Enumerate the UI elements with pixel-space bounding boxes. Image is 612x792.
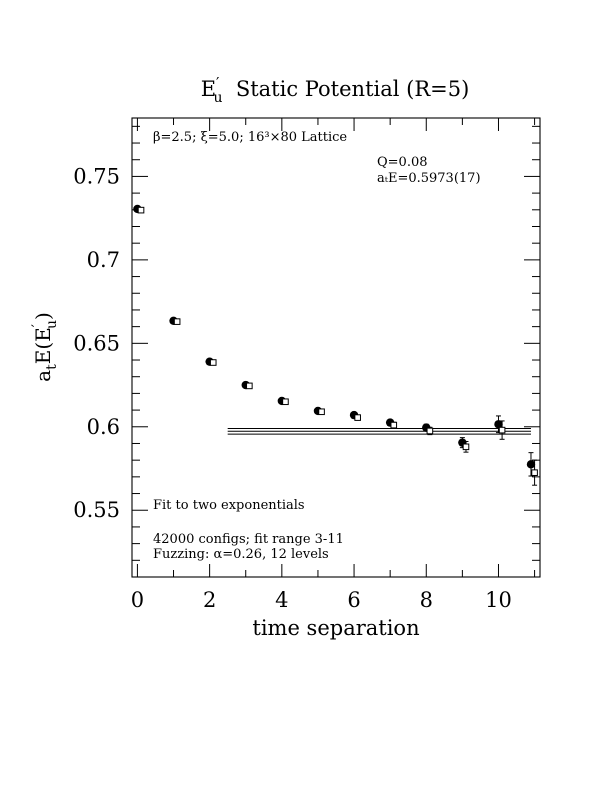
plot-frame <box>131 117 541 578</box>
x-tick-label: 10 <box>485 588 512 612</box>
x-tick-label: 8 <box>420 588 433 612</box>
y-axis-label-sub1: t <box>44 364 60 370</box>
data-point-square <box>318 408 325 416</box>
y-axis-label-sub2: u <box>44 320 60 329</box>
data-points <box>133 204 538 486</box>
chart-title: E′ u Static Potential (R=5) <box>201 74 470 106</box>
x-axis-label: time separation <box>252 616 419 640</box>
y-axis-label: atE(E′u) <box>30 312 60 382</box>
data-point-square <box>246 382 253 390</box>
data-point-square <box>137 206 145 214</box>
data-point-square <box>173 318 181 325</box>
y-tick-label: 0.75 <box>73 164 120 188</box>
y-axis-label-main: a <box>31 370 55 382</box>
axis-ticks <box>132 118 540 578</box>
y-axis-label-prime: ′ <box>30 324 46 327</box>
data-point-square <box>498 426 506 434</box>
y-tick-labels: 0.55 0.6 0.65 0.7 0.75 <box>73 164 120 522</box>
y-axis-label-mid: E(E <box>31 327 55 364</box>
fit-band <box>227 427 531 435</box>
chart-title-sub: u <box>213 90 222 106</box>
data-point-square <box>390 421 398 429</box>
annotation-configs: 42000 configs; fit range 3-11 <box>153 532 344 547</box>
data-point-circle <box>526 460 536 469</box>
x-tick-labels: 0 2 4 6 8 10 <box>131 588 512 612</box>
chart-title-main: E <box>201 77 216 101</box>
data-point-circle <box>494 420 503 429</box>
data-point-square <box>462 443 470 451</box>
x-tick-label: 6 <box>347 588 360 612</box>
y-tick-label: 0.7 <box>87 248 120 272</box>
annotation-fit-desc: Fit to two exponentials <box>153 498 305 513</box>
annotation-energy: aₜE=0.5973(17) <box>377 171 481 186</box>
y-tick-label: 0.65 <box>73 331 120 355</box>
chart-title-prime: ′ <box>216 74 220 92</box>
data-point-square <box>531 469 538 476</box>
annotation-lattice: β=2.5; ξ=5.0; 16³×80 Lattice <box>153 130 347 145</box>
y-axis-label-end: ) <box>31 312 55 320</box>
data-point-square <box>354 414 361 421</box>
x-tick-label: 4 <box>275 588 288 612</box>
x-tick-label: 2 <box>203 588 216 612</box>
chart-title-rest: Static Potential (R=5) <box>222 77 469 101</box>
y-tick-label: 0.6 <box>87 415 120 439</box>
annotation-q: Q=0.08 <box>377 155 428 170</box>
y-tick-label: 0.55 <box>73 498 120 522</box>
data-point-square <box>282 398 289 406</box>
x-tick-label: 0 <box>131 588 144 612</box>
data-point-square <box>426 427 434 435</box>
data-point-square <box>209 359 217 366</box>
annotation-fuzzing: Fuzzing: α=0.26, 12 levels <box>153 547 329 562</box>
